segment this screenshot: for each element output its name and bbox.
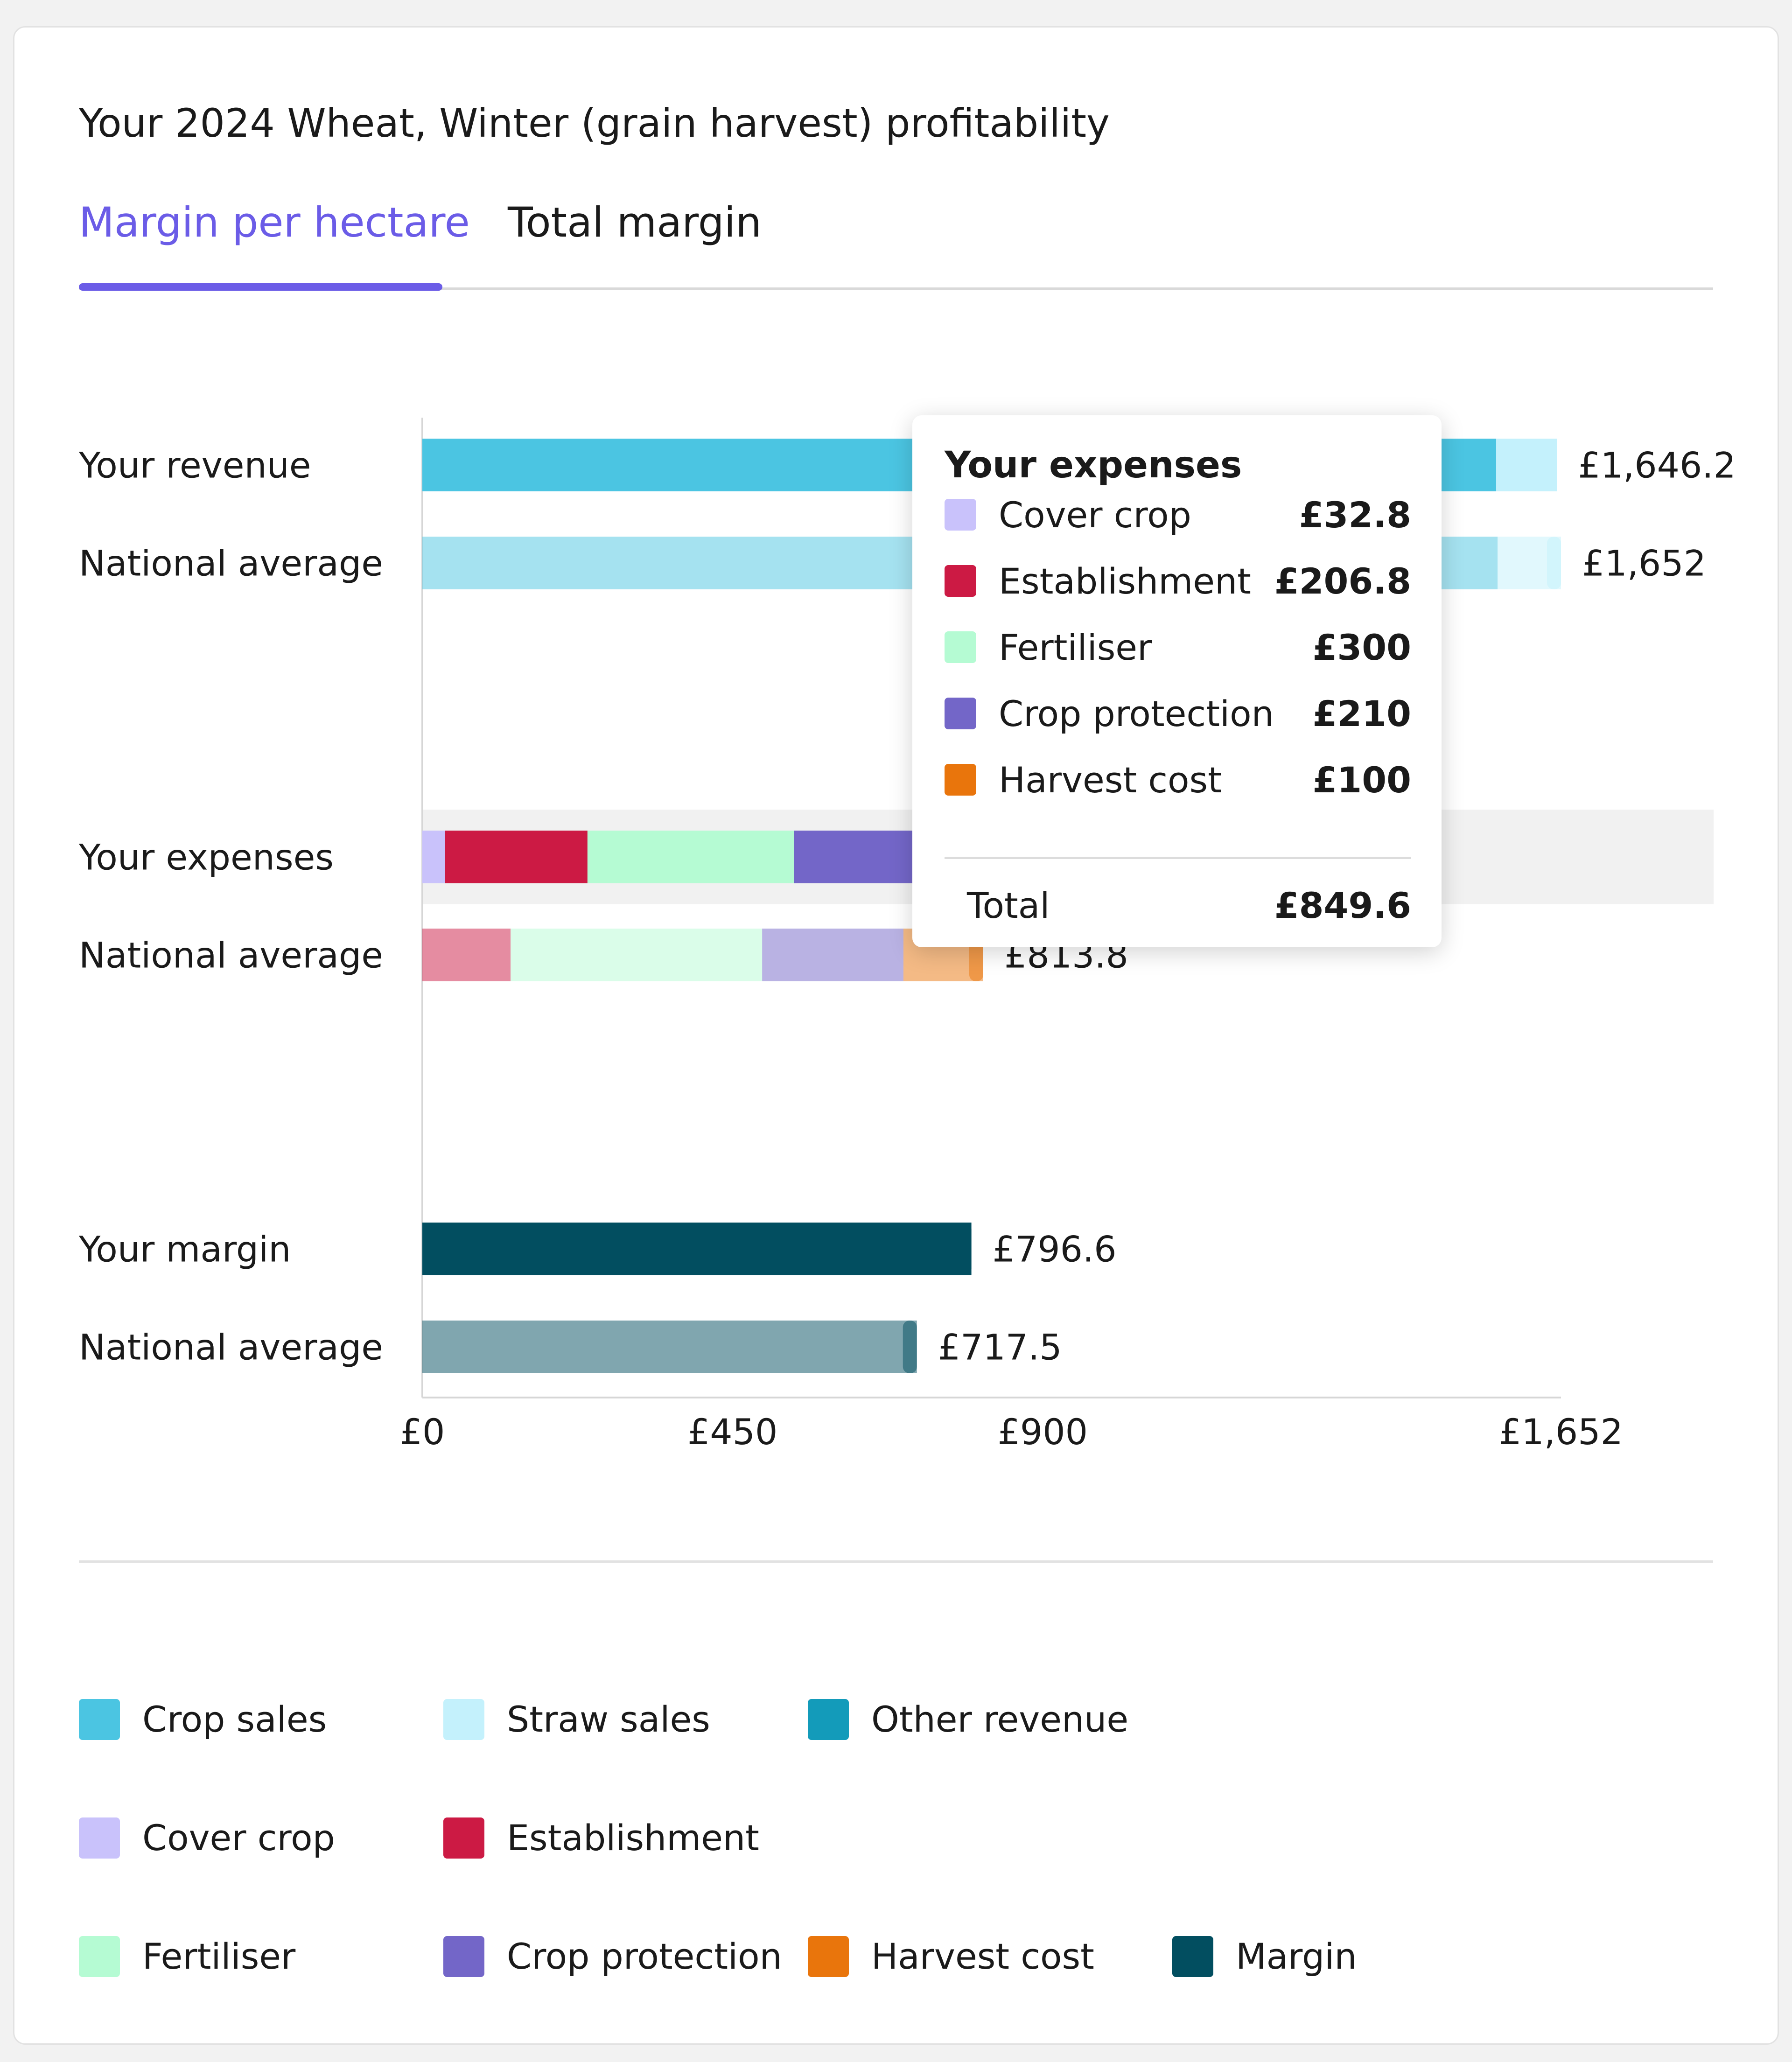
x-tick-label: £450 bbox=[687, 1411, 777, 1453]
tooltip-swatch bbox=[945, 764, 976, 796]
legend-label: Margin bbox=[1236, 1936, 1357, 1977]
tooltip-item-label: Cover crop bbox=[999, 494, 1191, 536]
legend-swatch bbox=[79, 1699, 120, 1740]
expenses-row-0-bar-establishment bbox=[445, 831, 588, 883]
tab-margin-per-hectare[interactable]: Margin per hectare bbox=[79, 198, 470, 246]
legend-swatch bbox=[443, 1699, 484, 1740]
expenses-row-1-bar-crop_protection bbox=[762, 929, 903, 981]
tooltip-item-value: £32.8 bbox=[1299, 494, 1411, 536]
tooltip-item-label: Fertiliser bbox=[999, 626, 1152, 668]
x-tick-label: £1,652 bbox=[1499, 1411, 1623, 1453]
legend-label: Fertiliser bbox=[142, 1936, 296, 1977]
legend-label: Other revenue bbox=[871, 1699, 1129, 1740]
revenue-row-1-value-label: £1,652 bbox=[1582, 543, 1706, 584]
tooltip-divider bbox=[945, 857, 1411, 859]
expenses-row-1-label: National average bbox=[79, 935, 383, 976]
expenses-row-0-label: Your expenses bbox=[78, 837, 334, 878]
revenue-row-1-label: National average bbox=[79, 543, 383, 584]
x-tick-label: £900 bbox=[998, 1411, 1088, 1453]
tooltip-item-value: £206.8 bbox=[1274, 560, 1411, 602]
expenses-row-0-bar-fertiliser bbox=[587, 831, 794, 883]
revenue-row-0-label: Your revenue bbox=[78, 445, 311, 486]
profitability-bar-chart: Your revenue £1,646.2 National average £1,6… bbox=[78, 418, 1736, 1453]
margin-row-0-label: Your margin bbox=[78, 1229, 291, 1270]
margin-row-0-bar-margin bbox=[422, 1223, 972, 1275]
legend-label: Crop protection bbox=[507, 1936, 782, 1977]
legend-item-fertiliser: Fertiliser bbox=[79, 1936, 295, 1977]
tooltip-row-crop-protection: Crop protection £210 bbox=[945, 690, 1411, 737]
legend-label: Cover crop bbox=[142, 1817, 335, 1859]
expenses-row-0-bar-cover_crop bbox=[422, 831, 445, 883]
x-tick-label: £0 bbox=[400, 1411, 445, 1453]
tooltip-item-value: £210 bbox=[1312, 692, 1411, 734]
tab-divider bbox=[79, 287, 1713, 290]
legend-swatch bbox=[79, 1817, 120, 1859]
margin-row-1-bar-margin bbox=[422, 1321, 917, 1373]
tooltip-item-value: £100 bbox=[1312, 759, 1411, 801]
tooltip-swatch bbox=[945, 631, 976, 663]
tooltip-swatch bbox=[945, 565, 976, 597]
tooltip-title: Your expenses bbox=[945, 444, 1242, 486]
tooltip-total-label: Total bbox=[967, 884, 1050, 926]
tab-bar: Margin per hectare Total margin bbox=[79, 198, 1713, 291]
legend-label: Harvest cost bbox=[871, 1936, 1094, 1977]
tooltip-row-harvest-cost: Harvest cost £100 bbox=[945, 756, 1411, 803]
legend-item-crop-sales: Crop sales bbox=[79, 1699, 327, 1740]
margin-row-1-label: National average bbox=[79, 1327, 383, 1368]
revenue-row-0-value-label: £1,646.2 bbox=[1578, 445, 1736, 486]
tooltip-item-label: Crop protection bbox=[999, 692, 1274, 734]
legend-swatch bbox=[79, 1936, 120, 1977]
tooltip-item-label: Harvest cost bbox=[999, 759, 1222, 801]
tooltip-row-fertiliser: Fertiliser £300 bbox=[945, 624, 1411, 671]
legend-swatch bbox=[443, 1817, 484, 1859]
active-tab-indicator bbox=[79, 283, 442, 291]
profitability-card bbox=[13, 26, 1779, 2045]
revenue-row-0-bar-straw_sales bbox=[1496, 439, 1557, 491]
tooltip-item-label: Establishment bbox=[999, 560, 1251, 602]
expenses-row-1-bar-fertiliser bbox=[511, 929, 763, 981]
legend-label: Straw sales bbox=[507, 1699, 710, 1740]
legend-divider bbox=[79, 1560, 1713, 1563]
legend-label: Establishment bbox=[507, 1817, 759, 1859]
legend-item-harvest-cost: Harvest cost bbox=[808, 1936, 1094, 1977]
legend-item-margin: Margin bbox=[1172, 1936, 1357, 1977]
legend-item-straw-sales: Straw sales bbox=[443, 1699, 710, 1740]
legend-swatch bbox=[443, 1936, 484, 1977]
expenses-row-1-bar-establishment bbox=[422, 929, 511, 981]
tooltip-total-row: Total £849.6 bbox=[967, 882, 1411, 929]
margin-row-1-value-label: £717.5 bbox=[938, 1327, 1062, 1368]
page-title: Your 2024 Wheat, Winter (grain harvest) … bbox=[79, 100, 1110, 146]
expenses-tooltip: Your expenses Cover crop £32.8 Establishme… bbox=[912, 415, 1442, 947]
legend-item-cover-crop: Cover crop bbox=[79, 1817, 335, 1859]
tooltip-row-establishment: Establishment £206.8 bbox=[945, 558, 1411, 604]
tooltip-item-value: £300 bbox=[1312, 626, 1411, 668]
tooltip-swatch bbox=[945, 499, 976, 531]
legend-item-other-revenue: Other revenue bbox=[808, 1699, 1128, 1740]
legend-swatch bbox=[808, 1699, 849, 1740]
tooltip-swatch bbox=[945, 698, 976, 729]
legend-swatch bbox=[808, 1936, 849, 1977]
tab-total-margin[interactable]: Total margin bbox=[508, 198, 762, 246]
legend-item-crop-protection: Crop protection bbox=[443, 1936, 782, 1977]
tooltip-total-value: £849.6 bbox=[1274, 884, 1411, 926]
legend-swatch bbox=[1172, 1936, 1213, 1977]
tooltip-row-cover-crop: Cover crop £32.8 bbox=[945, 491, 1411, 538]
margin-row-0-value-label: £796.6 bbox=[993, 1229, 1117, 1270]
revenue-row-1-bar-straw_sales bbox=[1498, 537, 1561, 589]
legend-label: Crop sales bbox=[142, 1699, 327, 1740]
legend-item-establishment: Establishment bbox=[443, 1817, 759, 1859]
